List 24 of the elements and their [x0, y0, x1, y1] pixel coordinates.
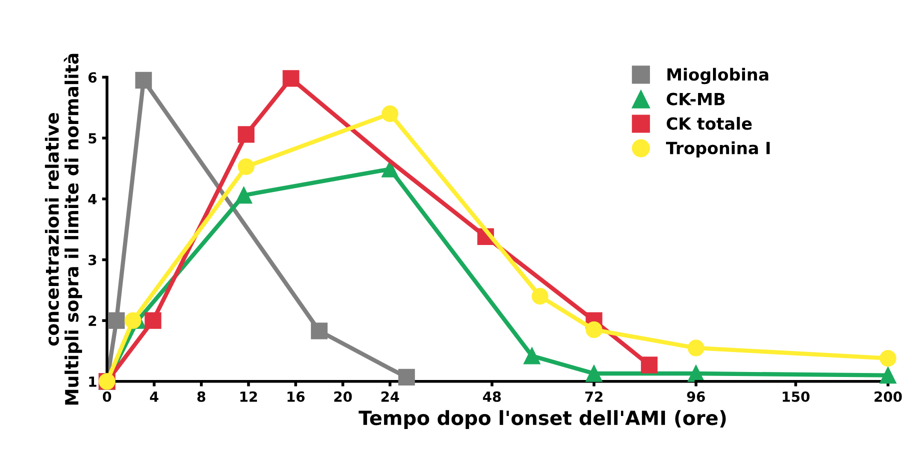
legend-label: Troponina I: [666, 141, 770, 158]
x-tick-label: 200: [874, 391, 902, 402]
y-tick-label: 2: [88, 316, 96, 326]
y-axis-title: concentrazioni relative Multipli sopra il limite di normalità: [44, 54, 82, 405]
y-tick-label: 4: [88, 194, 97, 204]
x-tick-label: 8: [197, 391, 206, 402]
x-tick-label: 150: [782, 391, 810, 402]
legend-label: Mioglobina: [667, 68, 768, 84]
y-tick-label: 3: [88, 254, 96, 266]
x-tick-label: 96: [687, 391, 705, 402]
y-tick-label: 5: [88, 133, 96, 144]
x-tick-label: 16: [288, 391, 305, 402]
x-axis-title: Tempo dopo l'onset dell'AMI (ore): [358, 410, 726, 429]
legend-label: CK-MB: [666, 92, 725, 106]
x-tick-label: 0: [102, 391, 112, 402]
y-tick-label: 6: [88, 72, 97, 83]
x-tick-label: 4: [150, 392, 158, 402]
x-tick-label: 48: [482, 391, 501, 402]
x-tick-label: 24: [381, 391, 400, 402]
x-tick-label: 20: [334, 391, 352, 402]
legend-label: CK totale: [666, 116, 752, 130]
y-tick-label: 1: [89, 376, 96, 387]
x-tick-label: 12: [240, 391, 257, 402]
x-tick-label: 72: [585, 391, 602, 402]
